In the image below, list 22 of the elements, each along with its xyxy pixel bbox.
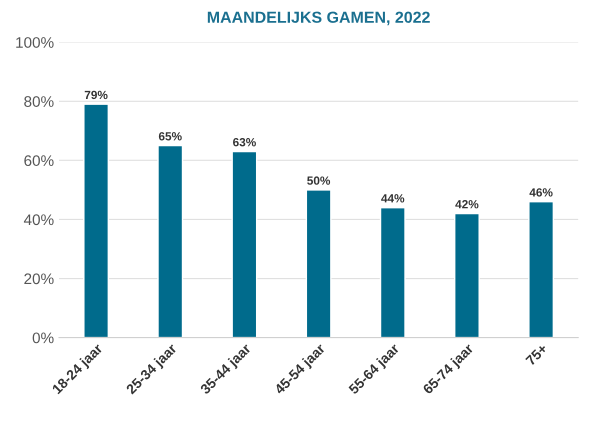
data-label: 79% bbox=[84, 90, 108, 100]
bar bbox=[306, 189, 332, 338]
chart-title: MAANDELIJKS GAMEN, 2022 bbox=[208, 12, 430, 26]
y-tick-label: 0% bbox=[32, 332, 54, 344]
data-label: 46% bbox=[529, 188, 553, 197]
data-label: 42% bbox=[455, 200, 478, 208]
y-tick-label: 100% bbox=[16, 37, 54, 48]
bar bbox=[380, 206, 406, 338]
bar bbox=[83, 104, 110, 338]
data-label: 50% bbox=[307, 176, 330, 185]
data-label: 44% bbox=[381, 194, 404, 202]
x-tick-label: 75+ bbox=[525, 343, 548, 366]
bar bbox=[528, 201, 554, 338]
y-tick-label: 80% bbox=[24, 96, 54, 107]
y-tick-label: 40% bbox=[24, 214, 54, 226]
y-tick-label: 60% bbox=[24, 155, 54, 166]
y-tick-label: 20% bbox=[24, 273, 54, 284]
data-label: 65% bbox=[158, 132, 182, 140]
bar bbox=[157, 144, 184, 338]
data-label: 63% bbox=[233, 138, 256, 146]
bar bbox=[231, 150, 258, 338]
bar bbox=[454, 212, 480, 338]
